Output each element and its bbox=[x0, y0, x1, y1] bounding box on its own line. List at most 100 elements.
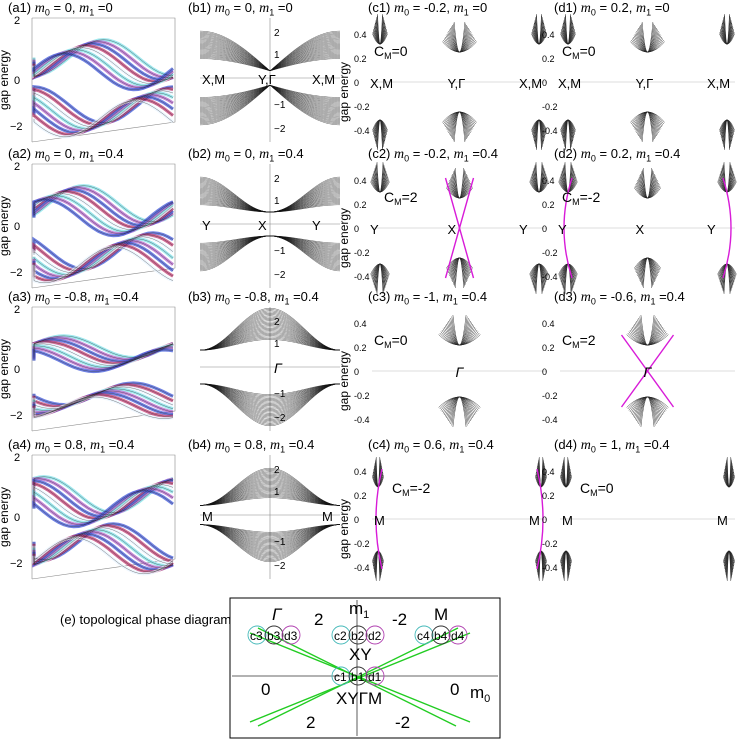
k-point-label: M bbox=[202, 509, 213, 524]
k-point-label: Γ bbox=[274, 360, 283, 376]
spectrum-plot-b4: 2 1 −1 −2 M M bbox=[199, 455, 341, 579]
zoom-plot-d3: 0.4 0.2 0 -0.2 -0.4 CM=2 Γ bbox=[542, 314, 735, 428]
c-tick: 0.2 bbox=[354, 54, 367, 64]
phase-point-label: d4 bbox=[451, 629, 465, 643]
chern-number: CM=2 bbox=[384, 189, 418, 207]
k-point-label: Γ bbox=[644, 364, 653, 380]
c-tick: -0.4 bbox=[354, 126, 370, 136]
y-axis-label: gap energy bbox=[337, 499, 351, 559]
a-tick: −2 bbox=[10, 558, 23, 570]
a-tick: −2 bbox=[10, 121, 23, 133]
m-point-label: M bbox=[434, 605, 448, 624]
c-tick: 0 bbox=[542, 367, 547, 377]
c-tick: 0 bbox=[354, 367, 359, 377]
panel-header-b3: (b3) m0 = -0.8, m1 =0.4 bbox=[188, 289, 319, 307]
b-tick: 1 bbox=[274, 196, 280, 207]
k-point-label: X,M bbox=[202, 72, 225, 87]
y-axis-label: gap energy bbox=[0, 196, 11, 256]
k-point-label: Y bbox=[370, 222, 379, 237]
b-tick: 2 bbox=[274, 317, 280, 328]
m1-axis-label: m1 bbox=[349, 599, 369, 621]
c-tick: -0.4 bbox=[542, 126, 558, 136]
panel-header-b1: (b1) m0 = 0, m1 =0 bbox=[188, 0, 293, 18]
c-tick: -0.4 bbox=[542, 415, 558, 425]
panel-header-d2: (d2) m0 = 0.2, m1 =0.4 bbox=[554, 146, 681, 164]
b-tick: 1 bbox=[274, 50, 280, 61]
phase-point-label: d2 bbox=[368, 629, 382, 643]
y-axis-label: gap energy bbox=[0, 487, 11, 547]
k-point-label: Y bbox=[707, 222, 716, 237]
k-point-label: M bbox=[374, 513, 385, 528]
y-axis-label: gap energy bbox=[0, 50, 11, 110]
phase-boundary-line bbox=[249, 632, 471, 723]
b-tick: −1 bbox=[274, 389, 286, 400]
c-tick: 0.2 bbox=[542, 343, 555, 353]
phase-point-label: b4 bbox=[434, 629, 448, 643]
k-point-label: X bbox=[448, 222, 457, 237]
a-tick: 2 bbox=[14, 161, 20, 173]
c-tick: 0 bbox=[542, 78, 547, 88]
phase-point-circle bbox=[365, 666, 385, 686]
panel-header-d3: (d3) m0 = -0.6, m1 =0.4 bbox=[554, 289, 685, 307]
gamma-point-label: Γ bbox=[272, 605, 283, 624]
c-tick: -0.4 bbox=[542, 272, 558, 282]
c-tick: 0.4 bbox=[542, 467, 555, 477]
b-tick: 2 bbox=[274, 28, 280, 39]
chern-region-value: 0 bbox=[450, 680, 459, 699]
k-point-label: M bbox=[529, 513, 540, 528]
phase-point-circle bbox=[348, 625, 368, 645]
panel-header-d4: (d4) m0 = 1, m1 =0.4 bbox=[554, 437, 670, 455]
a-tick: 2 bbox=[14, 304, 20, 316]
c-tick: -0.2 bbox=[354, 391, 370, 401]
c-tick: 0.4 bbox=[542, 176, 555, 186]
k-point-label: Y bbox=[202, 218, 211, 233]
k-point-label: X,M bbox=[558, 76, 581, 91]
c-tick: 0.4 bbox=[354, 467, 367, 477]
k-point-label: Y,Γ bbox=[448, 76, 466, 91]
zoom-plot-d2: 0.4 0.2 0 -0.2 -0.4 CM=-2 Y X Y bbox=[542, 161, 737, 295]
b-tick: 1 bbox=[274, 487, 280, 498]
phase-point-circle bbox=[348, 666, 368, 686]
a-tick: 0 bbox=[14, 75, 20, 87]
k-point-label: X,M bbox=[370, 76, 393, 91]
b-tick: −2 bbox=[274, 270, 286, 281]
b-tick: −2 bbox=[274, 124, 286, 135]
c-tick: -0.2 bbox=[354, 102, 370, 112]
c-tick: 0.4 bbox=[354, 319, 367, 329]
c-tick: 0.2 bbox=[542, 54, 555, 64]
b-tick: −1 bbox=[274, 246, 286, 257]
phase-point-circle bbox=[448, 625, 468, 645]
k-point-label: Y bbox=[519, 222, 528, 237]
phase-point-label: c3 bbox=[250, 629, 263, 643]
c-tick: 0.4 bbox=[354, 30, 367, 40]
k-point-label: Y,Γ bbox=[258, 72, 276, 87]
phase-point-label: b2 bbox=[351, 629, 365, 643]
spectrum-plot-b2: 2 1 −1 −2 Y X Y bbox=[199, 164, 341, 288]
panel-header-a4: (a4) m0 = 0.8, m1 =0.4 bbox=[8, 437, 135, 455]
k-point-label: X,M bbox=[312, 72, 335, 87]
panel-header-c3: (c3) m0 = -1, m1 =0.4 bbox=[368, 289, 488, 307]
phase-point-circle bbox=[414, 625, 434, 645]
a-tick: 2 bbox=[14, 15, 20, 27]
panel-header-a3: (a3) m0 = -0.8, m1 =0.4 bbox=[8, 289, 139, 307]
c-tick: 0.2 bbox=[354, 491, 367, 501]
phase-point-label: c1 bbox=[334, 670, 347, 684]
surface-plot-4: 2 0 −2 gap energy bbox=[0, 452, 176, 580]
b-tick: 2 bbox=[274, 174, 280, 185]
chern-number: CM=0 bbox=[374, 332, 408, 350]
k-point-label: X,M bbox=[707, 76, 730, 91]
c-tick: -0.2 bbox=[354, 539, 370, 549]
c-tick: -0.4 bbox=[354, 272, 370, 282]
surface-plot-3: 2 0 −2 gap energy bbox=[0, 304, 176, 432]
a-tick: −2 bbox=[10, 267, 23, 279]
k-point-label: Γ bbox=[456, 364, 465, 380]
panel-header-b4: (b4) m0 = 0.8, m1 =0.4 bbox=[188, 437, 315, 455]
k-point-label: X,M bbox=[519, 76, 542, 91]
m0-axis-label: m0 bbox=[470, 683, 490, 705]
panel-header-d1: (d1) m0 = 0.2, m1 =0 bbox=[554, 0, 670, 18]
a-tick: 2 bbox=[14, 452, 20, 464]
c-tick: 0.2 bbox=[542, 491, 555, 501]
k-point-label: M bbox=[717, 513, 728, 528]
spectrum-plot-b1: 2 1 −1 −2 X,M Y,Γ X,M bbox=[199, 18, 341, 142]
